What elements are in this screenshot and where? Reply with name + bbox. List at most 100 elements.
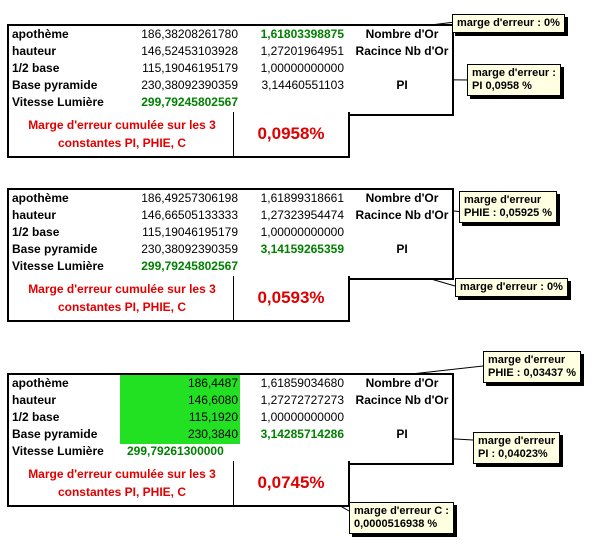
summary-box-2: Marge d'erreur cumulée sur les 3 constan… (7, 276, 350, 322)
note-text: marge d'erreur (488, 354, 566, 366)
row-value-1: 115,19046195179 (142, 225, 238, 239)
table-row: apothème 186,49257306198 1,61899318661 N… (9, 190, 452, 207)
comment-note[interactable]: marge d'erreur PI : 0,04023% (473, 432, 561, 464)
row-value-1: 299,79245802567 (141, 95, 238, 109)
row-label: Base pyramide (12, 427, 98, 441)
table-row: 1/2 base 115,1920 1,00000000000 (9, 409, 452, 426)
row-constant-name: Nombre d'Or (365, 27, 439, 41)
note-text: marge d'erreur : 0% (457, 17, 560, 29)
highlighted-cells (120, 375, 240, 444)
row-label: hauteur (12, 208, 57, 222)
row-value-1: 146,6080 (187, 393, 238, 407)
row-value-1: 230,38092390359 (141, 242, 238, 256)
row-value-2: 3,14460551103 (261, 78, 344, 92)
comment-note[interactable]: marge d'erreur : PI 0,0958 % (467, 64, 561, 96)
note-text: marge d'erreur C : (354, 505, 449, 517)
note-text: PHIE : 0,05925 % (464, 207, 553, 219)
table-row: hauteur 146,66505133333 1,27323954474 Ra… (9, 207, 452, 224)
comment-note[interactable]: marge d'erreur : 0% (452, 14, 565, 33)
row-label: Base pyramide (12, 242, 98, 256)
row-value-1: 115,1920 (188, 410, 238, 424)
summary-box-1: Marge d'erreur cumulée sur les 3 constan… (7, 112, 350, 158)
row-label: apothème (12, 191, 69, 205)
row-value-1: 230,38092390359 (141, 78, 238, 92)
row-value-2: 1,00000000000 (260, 61, 344, 75)
note-text: marge d'erreur (478, 435, 556, 447)
row-constant-name: PI (396, 242, 408, 256)
row-value-2: 1,27272727273 (260, 393, 344, 407)
row-value-1: 299,79245802567 (141, 259, 238, 273)
summary-text: Marge d'erreur cumulée sur les 3 constan… (28, 467, 216, 499)
row-label: Vitesse Lumière (12, 95, 104, 109)
note-text: marge d'erreur : 0% (460, 281, 563, 293)
row-value-1: 299,79261300000 (127, 444, 224, 458)
summary-text: Marge d'erreur cumulée sur les 3 constan… (28, 282, 216, 314)
table-row: Vitesse Lumière 299,79245802567 (9, 258, 452, 275)
row-constant-name: Nombre d'Or (365, 191, 439, 205)
row-label: hauteur (12, 44, 57, 58)
row-value-1: 186,49257306198 (141, 191, 238, 205)
summary-divider (233, 112, 234, 156)
row-label: apothème (12, 376, 69, 390)
note-text: PI : 0,04023% (478, 448, 548, 460)
summary-divider (233, 276, 234, 320)
row-value-2: 1,00000000000 (260, 225, 344, 239)
row-label: Vitesse Lumière (12, 444, 104, 458)
table-row: Base pyramide 230,38092390359 3,14460551… (9, 77, 452, 94)
row-value-1: 186,38208261780 (141, 27, 238, 41)
summary-value: 0,0745% (257, 473, 325, 492)
table-row: 1/2 base 115,19046195179 1,00000000000 (9, 60, 452, 77)
table-row: apothème 186,38208261780 1,61803398875 N… (9, 26, 452, 43)
row-value-2: 1,27323954474 (260, 208, 344, 222)
row-label: 1/2 base (12, 61, 60, 75)
row-value-2: 1,00000000000 (260, 410, 344, 424)
summary-value: 0,0593% (257, 288, 325, 307)
note-text: 0,0000516938 % (354, 518, 438, 530)
summary-text: Marge d'erreur cumulée sur les 3 constan… (28, 118, 216, 150)
row-constant-name: PI (396, 78, 408, 92)
row-constant-name: Racince Nb d'Or (355, 208, 449, 222)
row-value-2: 3,14159265359 (260, 242, 344, 256)
note-text: PI 0,0958 % (472, 80, 532, 92)
comment-note[interactable]: marge d'erreur : 0% (455, 278, 568, 297)
table-row: Vitesse Lumière 299,79245802567 (9, 94, 452, 111)
note-text: marge d'erreur (464, 194, 542, 206)
summary-divider (233, 461, 234, 505)
row-value-1: 146,52453103928 (141, 44, 238, 58)
row-label: hauteur (12, 393, 57, 407)
row-value-1: 230,3840 (187, 427, 238, 441)
row-label: 1/2 base (12, 410, 60, 424)
comment-note[interactable]: marge d'erreur C : 0,0000516938 % (349, 502, 454, 534)
row-label: Vitesse Lumière (12, 259, 104, 273)
row-value-2: 1,27201964951 (260, 44, 344, 58)
row-value-2: 1,61859034680 (260, 376, 344, 390)
row-label: Base pyramide (12, 78, 98, 92)
summary-box-3: Marge d'erreur cumulée sur les 3 constan… (7, 461, 350, 507)
table-row: Base pyramide 230,38092390359 3,14159265… (9, 241, 452, 258)
comment-note[interactable]: marge d'erreur PHIE : 0,03437 % (483, 351, 582, 383)
row-value-1: 146,66505133333 (141, 208, 238, 222)
note-text: PHIE : 0,03437 % (488, 367, 577, 379)
comment-note[interactable]: marge d'erreur PHIE : 0,05925 % (459, 191, 558, 223)
row-value-2: 1,61803398875 (260, 27, 344, 41)
row-constant-name: Racince Nb d'Or (355, 44, 449, 58)
row-value-2: 3,14285714286 (260, 427, 344, 441)
row-value-1: 115,19046195179 (142, 61, 238, 75)
row-label: 1/2 base (12, 225, 60, 239)
row-constant-name: Racince Nb d'Or (355, 393, 449, 407)
row-constant-name: Nombre d'Or (365, 376, 439, 390)
summary-value: 0,0958% (257, 124, 325, 143)
table-1: apothème 186,38208261780 1,61803398875 N… (7, 24, 454, 116)
row-constant-name: PI (396, 427, 408, 441)
table-row: apothème 186,4487 1,61859034680 Nombre d… (9, 375, 452, 392)
table-2: apothème 186,49257306198 1,61899318661 N… (7, 188, 454, 280)
table-row: Vitesse Lumière 299,79261300000 (9, 443, 452, 460)
table-row: 1/2 base 115,19046195179 1,00000000000 (9, 224, 452, 241)
table-row: hauteur 146,52453103928 1,27201964951 Ra… (9, 43, 452, 60)
row-label: apothème (12, 27, 69, 41)
table-3: apothème 186,4487 1,61859034680 Nombre d… (7, 373, 454, 465)
row-value-1: 186,4487 (187, 376, 238, 390)
note-text: marge d'erreur : (472, 67, 556, 79)
table-row: hauteur 146,6080 1,27272727273 Racince N… (9, 392, 452, 409)
row-value-2: 1,61899318661 (260, 191, 344, 205)
